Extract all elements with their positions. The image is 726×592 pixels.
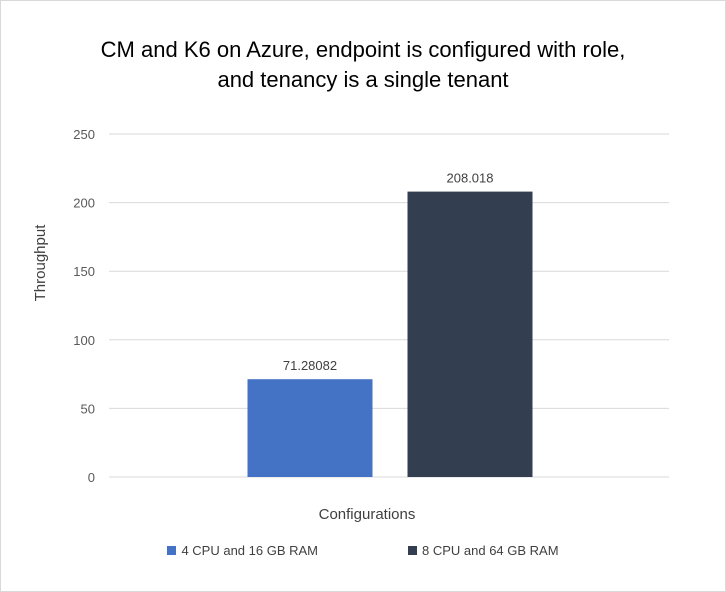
data-label: 208.018 xyxy=(447,171,494,186)
bar xyxy=(407,191,533,477)
legend-item: 8 CPU and 64 GB RAM xyxy=(408,543,559,558)
y-tick-label: 200 xyxy=(73,196,95,211)
chart-title: CM and K6 on Azure, endpoint is configur… xyxy=(1,35,725,95)
plot-area: 0 50 100 150 200 250 71.28082 208.018 Throughp… xyxy=(32,127,669,523)
legend-swatch xyxy=(408,546,417,555)
chart-title-line-1: CM and K6 on Azure, endpoint is configur… xyxy=(100,37,626,62)
y-tick-label: 150 xyxy=(73,264,95,279)
y-axis-label: Throughput xyxy=(32,224,49,302)
legend: 4 CPU and 16 GB RAM 8 CPU and 64 GB RAM xyxy=(1,543,725,558)
x-axis-label: Configurations xyxy=(319,506,416,523)
data-label: 71.28082 xyxy=(283,358,337,373)
y-tick-label: 100 xyxy=(73,333,95,348)
y-tick-labels: 0 50 100 150 200 250 xyxy=(73,127,95,485)
gridlines xyxy=(109,133,669,478)
legend-label: 8 CPU and 64 GB RAM xyxy=(422,543,559,558)
legend-label: 4 CPU and 16 GB RAM xyxy=(181,543,318,558)
y-tick-label: 0 xyxy=(88,470,95,485)
bar xyxy=(247,379,373,477)
legend-swatch xyxy=(167,546,177,555)
legend-item: 4 CPU and 16 GB RAM xyxy=(167,543,318,558)
chart-title-line-2: and tenancy is a single tenant xyxy=(217,67,509,92)
bars xyxy=(247,191,533,477)
y-tick-label: 50 xyxy=(81,401,95,416)
y-tick-label: 250 xyxy=(73,127,95,142)
data-labels: 71.28082 208.018 xyxy=(283,171,494,374)
